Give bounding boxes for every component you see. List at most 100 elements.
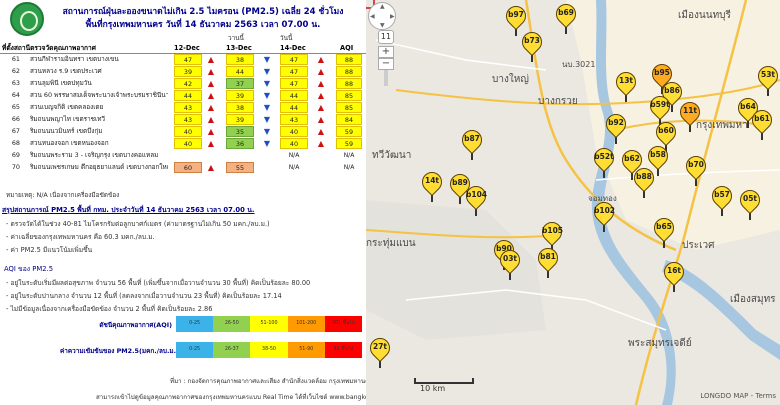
trend-arrow-icon: ▲ — [207, 115, 215, 124]
station-marker[interactable]: b87 — [457, 125, 487, 160]
map-place-label: กระทุ่มแบน — [366, 238, 416, 249]
station-name: สวนหลวง ร.9 เขตประเวศ — [30, 67, 102, 75]
map-place-label: นบ.3021 — [562, 60, 596, 69]
yesterday-label: วานนี้ — [228, 34, 244, 42]
scale-bar — [414, 378, 474, 384]
aqi-value: N/A — [343, 164, 355, 171]
map-copyright[interactable]: LONGDO MAP - Terms — [700, 392, 776, 400]
trend-arrow-icon — [262, 150, 272, 161]
station-marker[interactable]: b73 — [517, 27, 547, 62]
pan-control[interactable]: ▲ ▼ ◀ ▶ — [368, 2, 396, 30]
aqi-value: 85 — [336, 102, 362, 113]
pm25-14dec: 44 — [280, 90, 308, 101]
station-marker[interactable]: b81 — [533, 243, 563, 278]
pm25-12dec: 43 — [174, 102, 202, 113]
aqi-value: 59 — [336, 126, 362, 137]
station-marker[interactable]: b89 — [445, 169, 475, 204]
station-marker[interactable]: b52t — [589, 143, 619, 178]
station-name: ริมถนนนวมินทร์ เขตบึงกุ่ม — [30, 127, 103, 135]
station-marker[interactable]: 13t — [611, 67, 641, 102]
pan-left-icon[interactable]: ◀ — [370, 13, 375, 20]
station-marker[interactable]: b64 — [733, 93, 763, 128]
station-marker[interactable]: 16t — [659, 257, 689, 292]
pm25-12dec: 42 — [174, 78, 202, 89]
pm25-14dec: 47 — [280, 66, 308, 77]
map-place-label: พระสมุทรเจดีย์ — [628, 338, 692, 349]
realtime-link-text[interactable]: สามารถเข้าไปดูข้อมูลคุณภาพอากาศของกรุงเท… — [96, 394, 366, 401]
station-marker[interactable]: b92 — [601, 109, 631, 144]
marker-label: b87 — [464, 134, 480, 143]
zoom-in-button[interactable]: + — [378, 46, 394, 58]
station-marker[interactable]: b97 — [501, 1, 531, 36]
summary-title: สรุปสถานการณ์ PM2.5 พื้นที่ กทม. ประจำวั… — [2, 206, 255, 214]
station-marker[interactable]: b60 — [651, 117, 681, 152]
zoom-out-button[interactable]: − — [378, 58, 394, 70]
marker-label: b57 — [714, 190, 730, 199]
station-id: 66 — [11, 115, 20, 123]
pm25-12dec: 44 — [174, 90, 202, 101]
pm25-14dec: 47 — [280, 54, 308, 65]
station-marker[interactable]: b61 — [747, 105, 777, 140]
station-name: ริมถนนพญาไท เขตราชเทวี — [30, 115, 106, 123]
station-marker[interactable]: b65 — [649, 213, 679, 248]
station-table: วานนี้ วันนี้ ที่ตั้งสถานีตรวจวัดคุณภาพอ… — [0, 34, 366, 174]
aqi-scale-label: ดัชนีคุณภาพอากาศ(AQI) — [99, 321, 172, 329]
aqi-scale-segment: 26-50 — [213, 316, 251, 332]
pan-right-icon[interactable]: ▶ — [390, 13, 395, 20]
trend-arrow-icon: ▲ — [317, 67, 325, 76]
aqi-scale-segment: 51-100 — [250, 316, 288, 332]
station-marker[interactable]: 27t — [366, 333, 395, 368]
marker-label: b97 — [508, 10, 524, 19]
scale-label: 10 km — [420, 384, 446, 393]
marker-label: b59t — [650, 100, 670, 109]
trend-arrow-icon — [316, 162, 326, 173]
trend-arrow-icon: ▲ — [207, 91, 215, 100]
station-marker[interactable]: b105 — [537, 217, 567, 252]
marker-label: b62 — [624, 154, 640, 163]
station-marker[interactable]: b69 — [551, 0, 581, 34]
aqi-scale-segment: 0-25 — [176, 316, 214, 332]
map-place-label: กรุงเทพมหา — [696, 120, 748, 131]
station-id: 68 — [11, 139, 20, 147]
pm-color-scale: 0-25 26-37 38-50 51-90 91 ขึ้นไป — [176, 342, 363, 358]
source-text: ที่มา : กองจัดการคุณภาพอากาศและเสียง สำน… — [170, 378, 366, 385]
station-marker[interactable]: b104 — [461, 181, 491, 216]
station-marker[interactable]: 03t — [495, 245, 525, 280]
pm-scale-segment: 38-50 — [250, 342, 288, 358]
station-marker[interactable]: 53t — [753, 61, 780, 96]
trend-arrow-icon: ▼ — [263, 103, 271, 112]
station-marker[interactable]: b62 — [617, 145, 647, 180]
report-subtitle: พื้นที่กรุงเทพมหานคร วันที่ 14 ธันวาคม 2… — [85, 20, 321, 30]
marker-label: 53t — [760, 70, 776, 79]
station-marker[interactable]: b57 — [707, 181, 737, 216]
table-header: ที่ตั้งสถานีตรวจวัดคุณภาพอากาศ 12-Dec 13… — [0, 43, 366, 54]
pm25-14dec: 40 — [280, 126, 308, 137]
map-place-label: เมืองนนทบุรี — [678, 10, 731, 21]
summary-line: - ค่าเฉลี่ยของกรุงเทพมหานคร คือ 60.3 มคก… — [6, 233, 155, 241]
pan-down-icon[interactable]: ▼ — [380, 22, 385, 29]
station-marker[interactable]: 05t — [735, 185, 765, 220]
station-marker[interactable]: b86 — [657, 77, 687, 112]
zoom-slider[interactable] — [384, 70, 388, 86]
trend-arrow-icon: ▼ — [263, 127, 271, 136]
col-12dec: 12-Dec — [174, 44, 200, 52]
station-id: 69 — [11, 151, 20, 159]
station-id: 65 — [11, 103, 20, 111]
trend-arrow-icon: ▲ — [317, 139, 325, 148]
station-marker[interactable]: b59t — [645, 91, 675, 126]
trend-arrow-icon: ▲ — [317, 55, 325, 64]
pm25-13dec: 44 — [226, 66, 254, 77]
pan-up-icon[interactable]: ▲ — [380, 3, 385, 10]
station-marker[interactable]: b88 — [629, 163, 659, 198]
station-marker[interactable]: b70 — [681, 151, 711, 186]
map-view[interactable]: เมืองนนทบุรี บางใหญ่ บางกรวย กรุงเทพมหา … — [366, 0, 780, 405]
marker-label: 03t — [502, 254, 518, 263]
station-marker[interactable]: b58 — [643, 141, 673, 176]
station-marker[interactable]: b102 — [589, 197, 619, 232]
marker-label: b61 — [754, 114, 770, 123]
trend-arrow-icon: ▼ — [263, 79, 271, 88]
trend-arrow-icon: ▲ — [317, 115, 325, 124]
station-marker[interactable]: 14t — [417, 167, 447, 202]
table-row: 66 ริมถนนพญาไท เขตราชเทวี 43 ▲ 39 ▼ 43 ▲ 84 — [0, 114, 366, 126]
station-marker[interactable]: 11t — [675, 97, 705, 132]
